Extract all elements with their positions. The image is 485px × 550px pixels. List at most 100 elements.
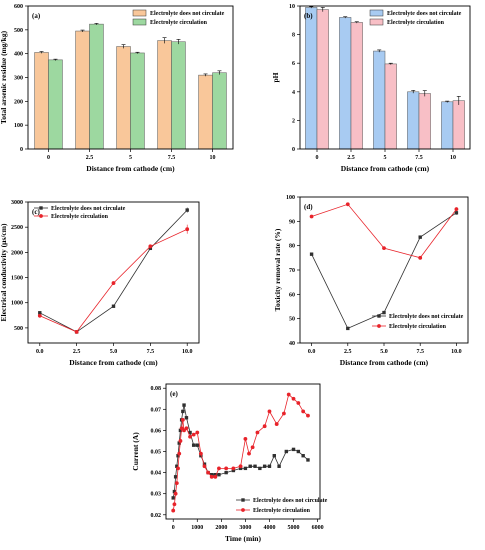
bar: [212, 72, 227, 150]
x-tick-label: 5: [129, 155, 132, 161]
legend-label: Electrolyte circulation: [389, 324, 447, 330]
bar: [157, 40, 172, 150]
legend-label: Electrolyte circulation: [253, 508, 311, 514]
bar: [75, 30, 90, 150]
data-point: [377, 314, 381, 318]
data-point: [262, 464, 267, 468]
data-point: [38, 311, 42, 315]
data-point: [282, 411, 286, 416]
x-tick-label: 2.5: [86, 155, 94, 161]
data-point: [198, 451, 203, 456]
data-point: [148, 246, 153, 251]
bar: [339, 17, 352, 150]
bar: [48, 59, 63, 150]
data-point: [272, 454, 276, 458]
data-point: [206, 470, 211, 475]
x-tick-label: 2.5: [73, 349, 81, 355]
series-line: [39, 228, 188, 333]
legend-label: Electrolyte does not circulate: [150, 11, 225, 17]
y-axis-title: Toxicity removal rate (%): [273, 228, 282, 311]
legend-label: Electrolyte does not circulate: [51, 206, 126, 212]
data-point: [418, 235, 422, 239]
x-tick-label: 2.5: [344, 349, 352, 355]
chart-panel-b: 0 2.5 5 7.5 10 0 2 4 6 8 10 Distance from cathode (…: [271, 4, 471, 173]
data-point: [346, 326, 350, 331]
y-tick-label: 4: [292, 90, 295, 96]
x-tick-label: 7.5: [147, 349, 155, 355]
data-point: [185, 227, 190, 232]
x-axis-title: Time (min): [225, 534, 261, 543]
y-tick-label: 600: [14, 4, 23, 10]
x-tick-label: 7.5: [168, 155, 176, 161]
data-point: [172, 502, 177, 507]
y-axis-title: Current (A): [131, 432, 140, 471]
data-point: [184, 416, 189, 420]
data-point: [171, 508, 176, 513]
data-point: [173, 475, 178, 479]
y-tick-label: 100: [286, 195, 295, 201]
data-point: [274, 422, 279, 426]
y-tick-label: 0.07: [151, 407, 162, 413]
data-point: [210, 473, 214, 477]
panel-label: (b): [304, 12, 313, 20]
data-point: [258, 466, 262, 471]
data-point: [202, 464, 207, 469]
bar: [384, 63, 397, 150]
plot-frame: [299, 196, 469, 344]
data-point: [191, 443, 196, 447]
y-axis-title: Electrical conductivity (μs/cm): [0, 223, 8, 321]
y-tick-label: 0.02: [151, 513, 162, 519]
data-point: [199, 454, 203, 458]
x-tick-label: 10.0: [451, 349, 462, 355]
bar: [407, 91, 420, 150]
y-axis-title: Total arsenic residue (mg/kg): [0, 30, 8, 124]
data-point: [180, 417, 185, 422]
x-axis-title: Distance from cathode (cm): [341, 164, 430, 173]
data-point: [238, 464, 243, 469]
y-tick-label: 0.05: [151, 450, 162, 456]
y-tick-label: 0: [292, 147, 295, 153]
data-point: [231, 468, 236, 473]
legend-swatch: [369, 9, 384, 17]
x-tick-label: 3000: [239, 525, 251, 531]
y-tick-label: 0.08: [151, 386, 162, 392]
y-tick-label: 1000: [11, 301, 23, 307]
data-point: [178, 439, 183, 443]
data-point: [238, 466, 243, 471]
data-point: [253, 464, 257, 468]
bar: [34, 52, 49, 150]
data-point: [267, 409, 272, 414]
y-tick-label: 60: [289, 292, 295, 298]
data-point: [181, 409, 185, 414]
data-point: [39, 206, 43, 210]
data-point: [172, 489, 177, 494]
data-point: [418, 255, 423, 260]
y-tick-label: 80: [289, 244, 295, 250]
y-tick-label: 2: [292, 118, 295, 124]
legend-label: Electrolyte does not circulate: [387, 11, 462, 17]
panel-label: (a): [32, 12, 41, 20]
x-tick-label: 0.0: [36, 349, 44, 355]
x-tick-label: 2000: [215, 525, 227, 531]
data-point: [377, 324, 381, 328]
legend-label: Electrolyte circulation: [387, 20, 445, 26]
chart-panel-e: 0 1000 2000 3000 4000 5000 6000 0.02 0.03 0.04 0.0…: [131, 383, 328, 543]
legend-label: Electrolyte does not circulate: [389, 314, 464, 320]
y-tick-label: 50: [289, 317, 295, 323]
data-point: [309, 214, 314, 219]
data-point: [296, 401, 301, 405]
data-point: [182, 403, 186, 407]
x-tick-label: 7.5: [415, 155, 423, 161]
y-tick-label: 0.06: [151, 428, 162, 434]
y-tick-label: 70: [289, 268, 295, 274]
data-point: [306, 458, 310, 462]
y-tick-label: 8: [292, 33, 295, 39]
data-point: [176, 454, 180, 458]
data-point: [306, 413, 310, 418]
bar: [130, 52, 145, 150]
y-tick-label: 100: [14, 123, 23, 129]
data-point: [39, 214, 43, 218]
data-point: [173, 491, 178, 496]
data-point: [243, 466, 248, 471]
